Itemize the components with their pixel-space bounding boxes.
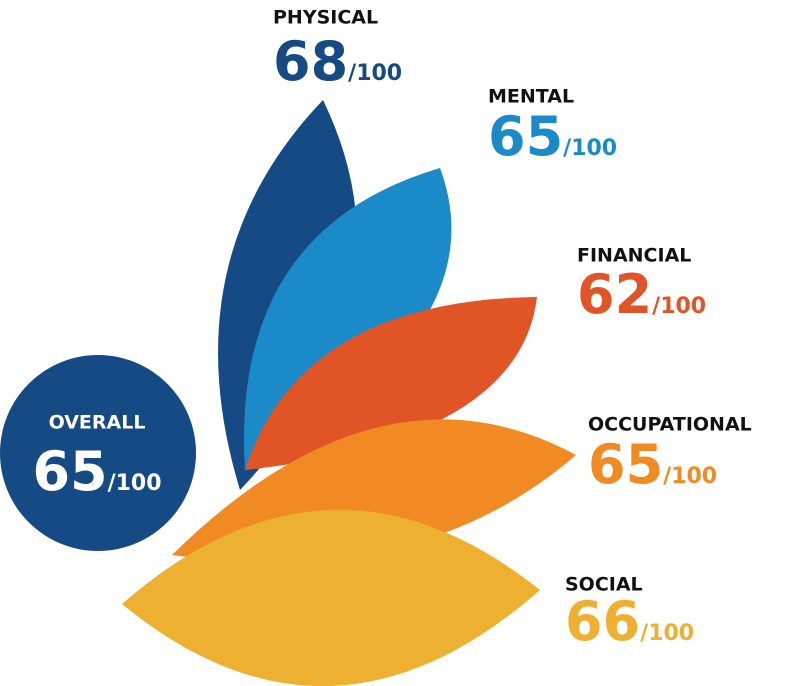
petals xyxy=(122,100,576,686)
score-value: 68 xyxy=(273,30,348,93)
dimension-score: 65/100 xyxy=(488,105,617,168)
score-value: 66 xyxy=(565,590,640,653)
overall-label: OVERALL xyxy=(49,412,146,434)
score-value: 65 xyxy=(488,105,563,168)
dimension-label: SOCIAL xyxy=(565,574,643,596)
score-value: 62 xyxy=(577,263,652,326)
dimension-score: 66/100 xyxy=(565,590,694,653)
score-max: /100 xyxy=(108,471,162,496)
overall-circle xyxy=(0,355,196,551)
score-max: /100 xyxy=(348,61,402,86)
dimension-label: FINANCIAL xyxy=(577,245,691,267)
score-max: /100 xyxy=(652,294,706,319)
score-max: /100 xyxy=(640,621,694,646)
dimension-label: OCCUPATIONAL xyxy=(588,414,752,436)
dimension-score: 68/100 xyxy=(273,30,402,93)
petal xyxy=(245,297,537,470)
score-value: 65 xyxy=(588,433,663,496)
dimension-score: 65/100 xyxy=(588,433,717,496)
dimension-score: 62/100 xyxy=(577,263,706,326)
dimension-label: MENTAL xyxy=(488,86,574,108)
score-max: /100 xyxy=(563,136,617,161)
dimension-label: PHYSICAL xyxy=(273,7,378,29)
petal xyxy=(122,509,540,686)
score-max: /100 xyxy=(663,464,717,489)
score-value: 65 xyxy=(32,440,107,503)
overall-score: 65/100 xyxy=(32,440,161,503)
labels: PHYSICAL68/100MENTAL65/100FINANCIAL62/10… xyxy=(32,7,751,654)
